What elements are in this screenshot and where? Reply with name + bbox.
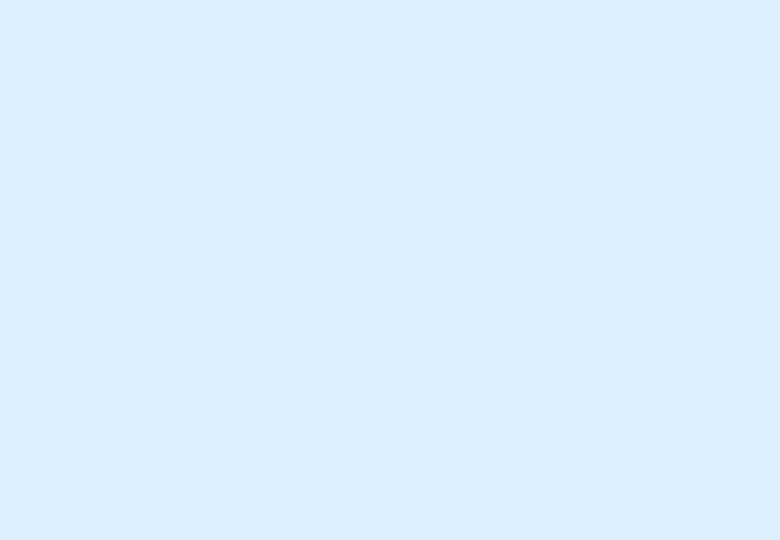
Text: probabilidad de: probabilidad de — [513, 68, 621, 80]
Text: La actividad sigue una ley de atenuación exponencial: La actividad sigue una ley de atenuación… — [359, 122, 697, 134]
Text: La  velocidad  con  la  que  se  desintegra  un  núcleo  radiactivo  está: La velocidad con la que se desintegra un… — [39, 38, 508, 51]
Text: Curso de Actualización para Tecnólogos en Radioterapia.  ARCAL RLA6/008  Tema 2 : Curso de Actualización para Tecnólogos e… — [39, 518, 683, 528]
Text: Período de semidesintegración ($\mathbf{T_{1/2}}$): tiempo necesario
para  que  : Período de semidesintegración ($\mathbf{… — [359, 202, 707, 255]
Text: $T_{1/2}$: $T_{1/2}$ — [78, 477, 105, 497]
Text: desintegración propia de cada nucleido: desintegración propia de cada nucleido — [39, 97, 300, 110]
Text: t: t — [297, 477, 305, 495]
Text: $\mathbf{Si\; t = T_{1/2}\; \Rightarrow\; A = A_0/2\; \Rightarrow\; \lambda\;.\;: $\mathbf{Si\; t = T_{1/2}\; \Rightarrow\… — [359, 294, 695, 312]
Text: 1: 1 — [32, 204, 43, 219]
Text: 0,5: 0,5 — [16, 327, 43, 342]
Text: constante de semidesintegración (λ):: constante de semidesintegración (λ): — [183, 68, 463, 80]
Text: relacionada con la: relacionada con la — [39, 68, 165, 80]
Text: $A/A_0$: $A/A_0$ — [23, 156, 58, 174]
Text: $A = A_0 \cdot e^{-\dfrac{0{,}693 \cdot t}{T_{1/2}}}$: $A = A_0 \cdot e^{-\dfrac{0{,}693 \cdot … — [562, 362, 728, 399]
Text: $\mathbf{A = A_0 \;.\; e^{-\lambda t}}$: $\mathbf{A = A_0 \;.\; e^{-\lambda t}}$ — [390, 146, 571, 181]
